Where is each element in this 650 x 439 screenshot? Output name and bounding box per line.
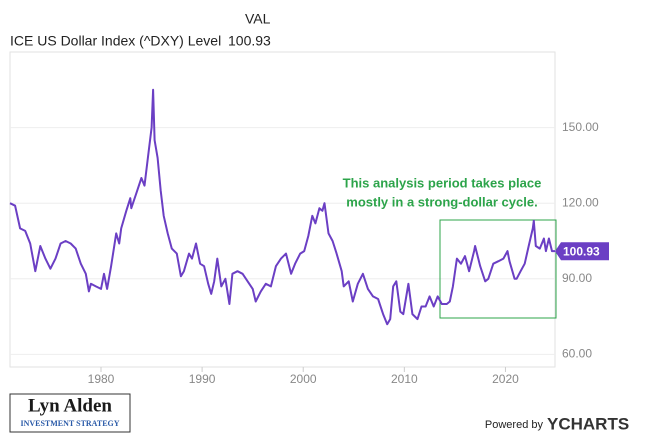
y-tick-label: 60.00 [562, 347, 592, 361]
value-tag-label: 100.93 [563, 244, 600, 258]
annotation: mostly in a strong-dollar cycle. [346, 194, 537, 209]
x-tick-label: 2000 [290, 372, 317, 386]
header-value: 100.93 [228, 33, 271, 49]
annotation: This analysis period takes place [343, 175, 542, 190]
y-tick-label: 150.00 [562, 120, 599, 134]
header-column: VAL [245, 11, 271, 27]
series-line [9, 88, 555, 326]
x-tick-label: 2020 [492, 372, 519, 386]
x-tick-label: 1980 [88, 372, 115, 386]
highlight-box [439, 219, 557, 319]
series-name: ICE US Dollar Index (^DXY) Level [10, 33, 221, 49]
brand: YCHARTS [547, 414, 629, 433]
value-tag [555, 242, 609, 261]
plot-frame [9, 51, 556, 368]
powered-by: Powered by [485, 419, 544, 431]
x-tick-label: 1990 [189, 372, 216, 386]
logo-box [9, 393, 131, 433]
y-tick-label: 90.00 [562, 271, 592, 285]
logo-name: Lyn Alden [28, 395, 112, 416]
logo-tagline: INVESTMENT STRATEGY [20, 419, 119, 428]
y-tick-label: 120.00 [562, 195, 599, 209]
x-tick-label: 2010 [391, 372, 418, 386]
